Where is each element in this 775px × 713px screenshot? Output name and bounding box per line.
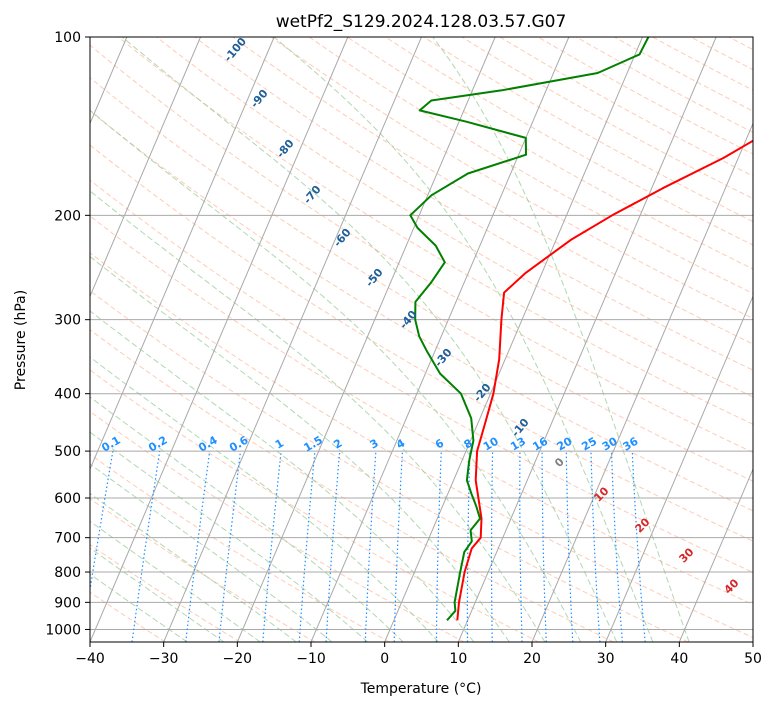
mixing-ratio-line — [591, 451, 600, 642]
moist-adiabat-line — [274, 37, 653, 642]
x-tick-label: −40 — [75, 651, 105, 667]
dry-adiabat-line — [0, 37, 464, 642]
dry-adiabat-line — [538, 37, 775, 642]
x-tick-label: 30 — [597, 651, 615, 667]
dry-adiabat-line — [0, 37, 775, 642]
dry-adiabat-line — [118, 37, 775, 642]
dry-adiabat-line — [0, 37, 763, 642]
mixing-ratio-line — [82, 451, 113, 642]
dry-adiabat-label: -60 — [331, 226, 354, 250]
isotherm-line — [753, 37, 775, 642]
dry-adiabat-label: -50 — [363, 266, 386, 290]
dry-adiabat-line — [424, 37, 775, 642]
moist-adiabat-label: 0 — [552, 455, 567, 470]
mixing-ratio-label: 6 — [433, 436, 446, 451]
moist-adiabat-line — [0, 94, 439, 642]
y-tick-label: 800 — [54, 565, 81, 581]
dry-adiabat-line — [309, 37, 775, 642]
mixing-ratio-label: 3 — [368, 437, 381, 452]
dry-adiabat-line — [42, 37, 775, 642]
dry-adiabat-line — [271, 37, 775, 642]
y-tick-label: 500 — [54, 444, 81, 460]
x-tick-label: 40 — [670, 651, 688, 667]
y-tick-label: 300 — [54, 313, 81, 329]
dry-adiabat-line — [0, 37, 315, 642]
isotherm-line — [679, 37, 775, 642]
mixing-ratio-line — [186, 451, 210, 642]
mixing-ratio-line — [394, 451, 402, 642]
isotherm-line — [90, 37, 348, 642]
dry-adiabat-line — [4, 37, 775, 642]
mixing-ratio-line — [365, 451, 376, 642]
mixing-ratio-line — [492, 451, 493, 642]
dry-adiabat-line — [386, 37, 775, 642]
dry-adiabat-line — [233, 37, 775, 642]
dry-adiabat-line — [347, 37, 775, 642]
dry-adiabat-line — [691, 37, 775, 642]
moist-adiabat-line — [7, 37, 581, 642]
moist-adiabat-line — [0, 202, 296, 642]
mixing-ratio-line — [612, 451, 623, 642]
dry-adiabat-line — [653, 37, 775, 642]
mixing-ratio-line — [632, 451, 645, 642]
x-tick-label: 0 — [380, 651, 389, 667]
dry-adiabat-line — [0, 37, 240, 642]
dry-adiabat-line — [0, 37, 389, 642]
y-tick-label: 200 — [54, 208, 81, 224]
chart-title: wetPf2_S129.2024.128.03.57.G07 — [276, 12, 567, 32]
dry-adiabat-label: -70 — [301, 183, 324, 207]
dry-adiabat-line — [576, 37, 775, 642]
y-tick-label: 700 — [54, 531, 81, 547]
dry-adiabat-label: -10 — [509, 416, 532, 440]
x-tick-label: 10 — [449, 651, 467, 667]
y-tick-label: 1000 — [45, 622, 81, 638]
mixing-ratio-label: 4 — [394, 436, 407, 451]
data-layer — [410, 37, 775, 620]
mixing-ratio-line — [566, 451, 573, 642]
y-tick-label: 400 — [54, 387, 81, 403]
dry-adiabat-line — [729, 37, 775, 642]
dewpoint-profile-line — [410, 37, 648, 620]
x-tick-label: 20 — [523, 651, 541, 667]
moist-adiabat-label: 10 — [592, 484, 612, 504]
dry-adiabat-line — [0, 37, 775, 642]
dry-adiabat-line — [767, 37, 775, 642]
dry-adiabat-line — [0, 37, 775, 642]
mixing-ratio-label: 1 — [273, 437, 286, 452]
isotherm-line — [532, 37, 775, 642]
dry-adiabat-line — [0, 37, 614, 642]
mixing-ratio-label: 2 — [331, 437, 344, 452]
x-axis-label: Temperature (°C) — [360, 681, 482, 697]
x-tick-label: −30 — [149, 651, 179, 667]
isotherm-line — [164, 37, 422, 642]
moist-adiabat-line — [0, 62, 474, 643]
moist-adiabat-label: 30 — [677, 545, 697, 565]
mixing-ratio-line — [219, 451, 241, 642]
y-tick-label: 100 — [54, 30, 81, 46]
moist-adiabat-line — [0, 222, 260, 642]
moist-adiabat-line — [0, 37, 545, 642]
isotherm-line — [458, 37, 716, 642]
dry-adiabat-label: -80 — [274, 137, 297, 161]
dry-adiabat-label: -100 — [221, 35, 249, 65]
y-tick-label: 900 — [54, 595, 81, 611]
isotherm-line — [237, 37, 495, 642]
mixing-ratio-line — [520, 451, 522, 642]
moist-adiabat-label: 40 — [722, 576, 742, 596]
dry-adiabat-line — [462, 37, 775, 642]
x-tick-label: −20 — [223, 651, 253, 667]
x-tick-label: −10 — [296, 651, 326, 667]
y-tick-label: 600 — [54, 491, 81, 507]
dry-adiabat-line — [0, 37, 539, 642]
y-axis-label: Pressure (hPa) — [13, 290, 29, 390]
dry-adiabat-line — [80, 37, 775, 642]
grid-layer — [0, 37, 775, 642]
x-tick-label: 50 — [744, 651, 762, 667]
